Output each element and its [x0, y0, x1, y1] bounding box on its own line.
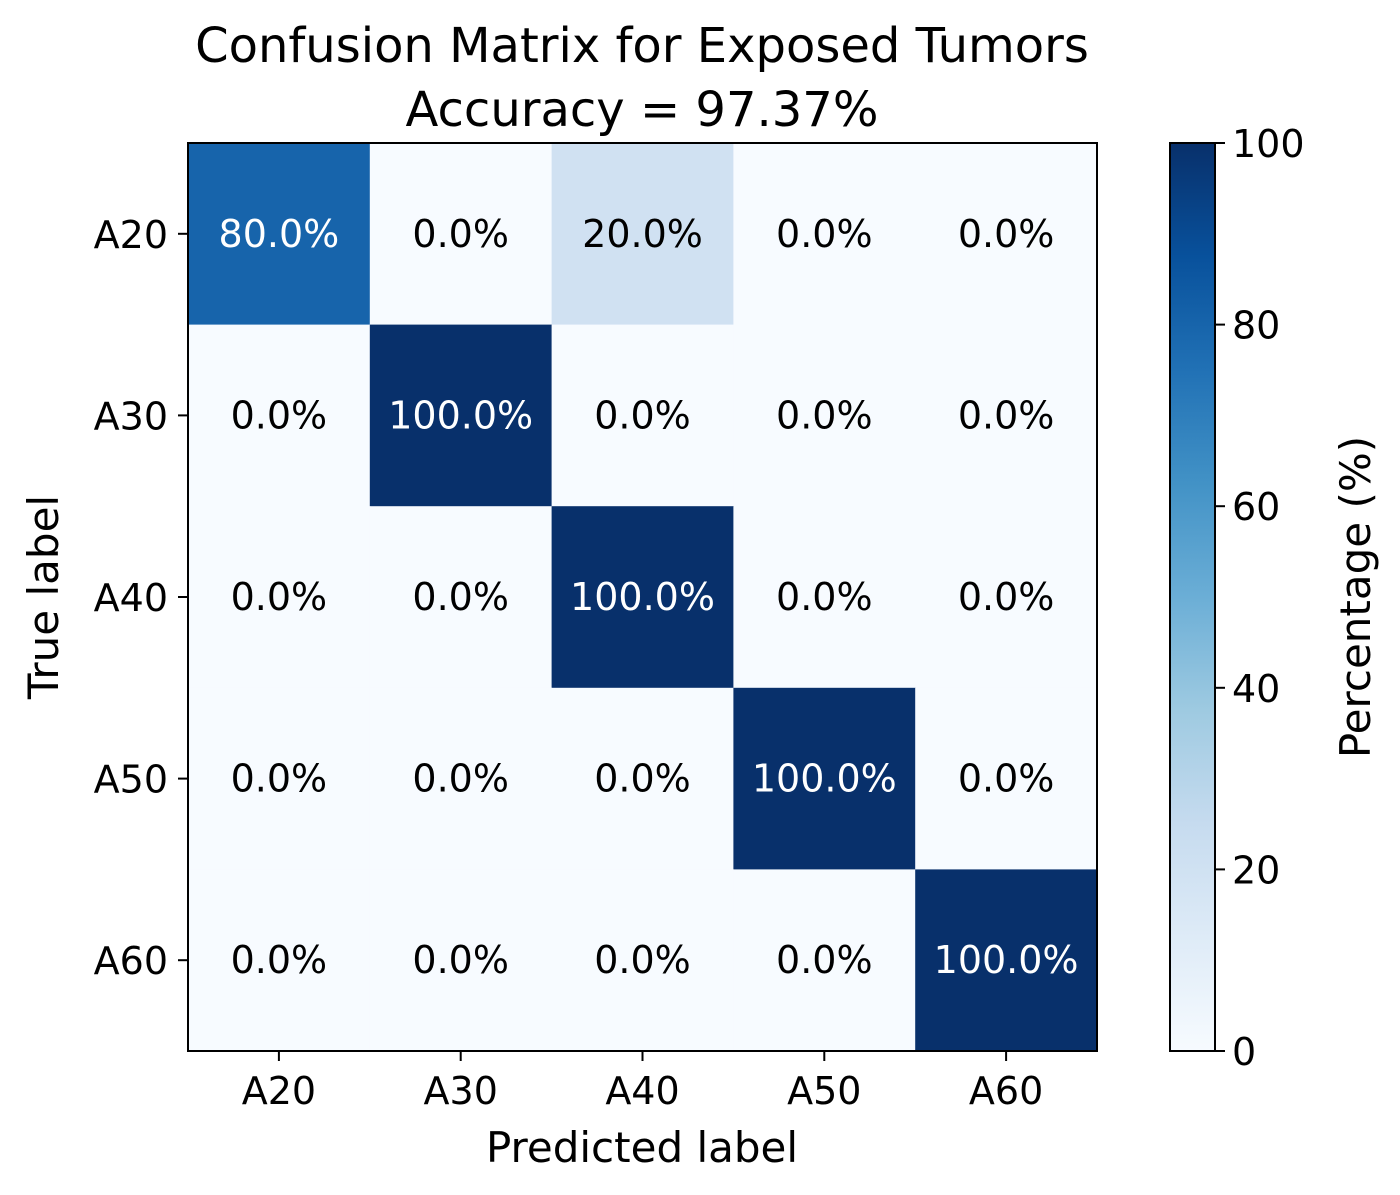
colorbar-label: Percentage (%)	[1331, 436, 1380, 758]
heatmap-cell	[551, 506, 734, 689]
colorbar-tick-label: 80	[1232, 304, 1280, 348]
heatmap-cell	[733, 143, 916, 326]
x-tick-label: A40	[605, 1069, 679, 1113]
heatmap-cell	[551, 687, 734, 870]
heatmap-cell	[369, 869, 553, 1052]
cell-value-label: 0.0%	[958, 575, 1055, 619]
heatmap-cell	[369, 324, 553, 507]
heatmap-cell	[188, 143, 371, 326]
cell-value-label: 0.0%	[231, 757, 328, 801]
cell-value-label: 0.0%	[412, 938, 509, 982]
heatmap-cell-labels: 80.0% 0.0% 20.0% 0.0% 0.0% 0.0% 100.0% 0.0% 0.0%…	[219, 212, 1079, 982]
colorbar-tick-label: 100	[1232, 122, 1305, 166]
heatmap-cell	[733, 869, 916, 1052]
heatmap-cell	[188, 869, 371, 1052]
heatmap-cell	[915, 687, 1098, 870]
colorbar-tick-label: 60	[1232, 485, 1280, 529]
chart-title: Confusion Matrix for Exposed Tumors	[195, 18, 1089, 74]
heatmap-cell	[733, 324, 916, 507]
x-tick-label: A20	[242, 1069, 316, 1113]
y-tick-label: A30	[94, 394, 168, 438]
y-tick-label: A40	[94, 576, 168, 620]
cell-value-label: 0.0%	[231, 393, 328, 437]
cell-value-label: 100.0%	[570, 575, 715, 619]
cell-value-label: 0.0%	[776, 393, 873, 437]
y-tick-label: A60	[94, 939, 168, 983]
x-tick-label: A60	[969, 1069, 1043, 1113]
cell-value-label: 0.0%	[594, 757, 691, 801]
y-axis-label: True label	[19, 495, 68, 700]
cell-value-label: 0.0%	[776, 938, 873, 982]
colorbar-ticks: 0 20 40 60 80 100	[1215, 122, 1305, 1074]
cell-value-label: 0.0%	[776, 212, 873, 256]
cell-value-label: 0.0%	[412, 575, 509, 619]
x-tick-label: A30	[424, 1069, 498, 1113]
cell-value-label: 0.0%	[958, 393, 1055, 437]
x-axis-label: Predicted label	[486, 1123, 798, 1172]
heatmap-cell	[915, 143, 1098, 326]
colorbar-tick-label: 40	[1232, 667, 1280, 711]
cell-value-label: 0.0%	[594, 938, 691, 982]
heatmap-cell	[915, 506, 1098, 689]
cell-value-label: 80.0%	[219, 212, 340, 256]
heatmap-cell	[188, 324, 371, 507]
y-tick-label: A20	[94, 213, 168, 257]
heatmap-cell	[551, 324, 734, 507]
heatmap-cell	[915, 869, 1098, 1052]
cell-value-label: 20.0%	[582, 212, 703, 256]
heatmap-cells	[188, 143, 1098, 1052]
heatmap-cell	[369, 143, 553, 326]
colorbar	[1169, 142, 1216, 1052]
x-axis-ticks: A20 A30 A40 A50 A60	[242, 1051, 1043, 1113]
colorbar-tick-label: 0	[1232, 1030, 1256, 1074]
heatmap-cell	[369, 506, 553, 689]
heatmap-cell	[551, 143, 734, 326]
heatmap-cell	[188, 687, 371, 870]
cell-value-label: 100.0%	[388, 393, 533, 437]
heatmap-cell	[188, 506, 371, 689]
cell-value-label: 0.0%	[776, 575, 873, 619]
heatmap-cell	[733, 687, 916, 870]
cell-value-label: 0.0%	[412, 212, 509, 256]
cell-value-label: 0.0%	[958, 212, 1055, 256]
y-tick-label: A50	[94, 758, 168, 802]
heatmap-cell	[733, 506, 916, 689]
chart-subtitle: Accuracy = 97.37%	[406, 82, 879, 138]
heatmap-cell	[915, 324, 1098, 507]
cell-value-label: 0.0%	[231, 575, 328, 619]
cell-value-label: 0.0%	[412, 757, 509, 801]
cell-value-label: 0.0%	[594, 393, 691, 437]
cell-value-label: 100.0%	[752, 757, 897, 801]
heatmap-cell	[551, 869, 734, 1052]
cell-value-label: 0.0%	[231, 938, 328, 982]
colorbar-tick-label: 20	[1232, 848, 1280, 892]
heatmap-cell	[369, 687, 553, 870]
y-axis-ticks: A20 A30 A40 A50 A60	[94, 213, 188, 983]
cell-value-label: 100.0%	[934, 938, 1079, 982]
x-tick-label: A50	[787, 1069, 861, 1113]
cell-value-label: 0.0%	[958, 757, 1055, 801]
